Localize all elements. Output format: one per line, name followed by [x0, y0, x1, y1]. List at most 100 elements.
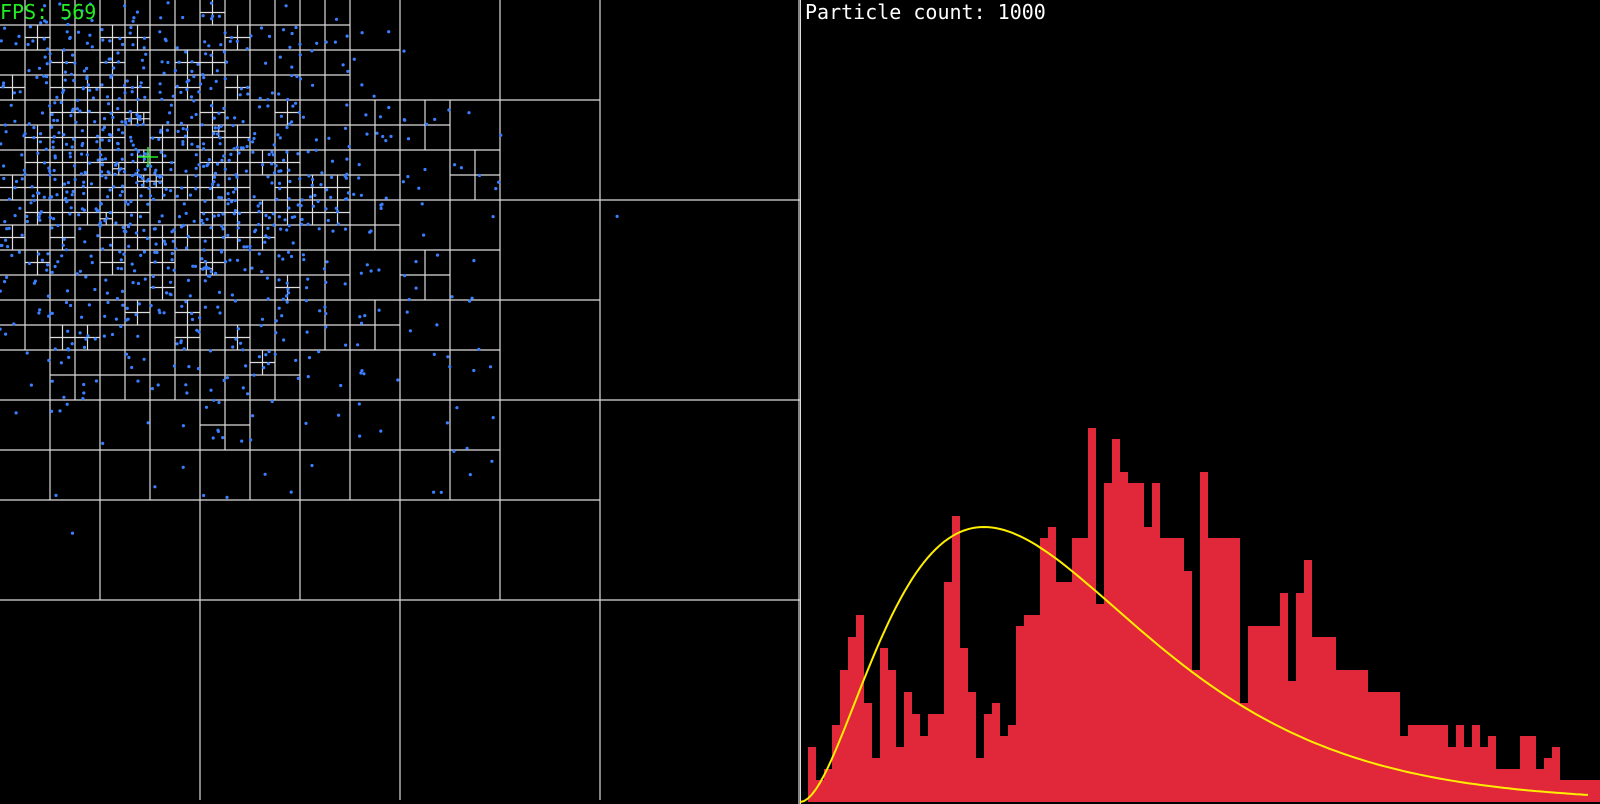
particle: [277, 254, 281, 258]
particle: [32, 281, 37, 285]
particle: [184, 211, 188, 215]
particle: [345, 157, 349, 161]
particle: [142, 157, 146, 161]
particle: [0, 243, 3, 248]
particle: [95, 140, 99, 144]
particle: [100, 28, 104, 32]
particle: [71, 189, 75, 194]
particle: [168, 111, 172, 115]
particle: [105, 216, 109, 220]
histogram-bar: [1120, 472, 1128, 802]
particle: [272, 171, 277, 175]
particle: [0, 327, 2, 331]
particle: [231, 123, 235, 128]
particle: [259, 26, 264, 30]
particle: [423, 167, 427, 172]
particle: [182, 347, 186, 351]
particle: [296, 376, 300, 380]
particle-count-label: Particle count: 1000: [805, 0, 1046, 24]
particle: [169, 280, 173, 284]
particle: [286, 287, 290, 291]
particle: [134, 231, 139, 235]
particle: [277, 306, 281, 310]
particle: [135, 10, 139, 14]
histogram-bar: [1528, 736, 1536, 802]
particle: [82, 191, 86, 196]
particle: [77, 213, 81, 217]
particle: [81, 87, 85, 91]
particle: [197, 90, 201, 94]
histogram-bar: [1048, 527, 1056, 802]
particle: [100, 158, 104, 162]
histogram-bar: [976, 758, 984, 802]
particle: [253, 230, 257, 234]
particle: [121, 303, 125, 307]
particle: [62, 133, 66, 137]
particle: [329, 195, 333, 199]
particle: [120, 190, 124, 194]
histogram-bar: [1368, 692, 1376, 802]
particle: [7, 197, 11, 201]
particle: [295, 74, 299, 79]
particle: [70, 145, 74, 149]
particle: [220, 158, 224, 162]
particle: [170, 251, 174, 256]
particle: [87, 109, 91, 113]
particle: [298, 53, 302, 57]
particle: [264, 61, 268, 65]
particle: [82, 180, 86, 184]
particle: [32, 136, 36, 140]
particle: [13, 186, 17, 190]
particle: [88, 88, 92, 92]
particle: [84, 337, 88, 341]
particle: [216, 183, 220, 187]
particle: [157, 308, 161, 312]
particle: [119, 324, 123, 329]
particle: [317, 227, 321, 231]
particle: [116, 107, 120, 111]
particle: [336, 222, 340, 226]
particle: [170, 258, 174, 262]
particle: [368, 230, 372, 234]
particle: [270, 181, 274, 185]
particle: [166, 266, 170, 270]
particle: [227, 177, 231, 181]
particle: [43, 161, 47, 165]
histogram-bar: [1584, 780, 1592, 802]
particle: [248, 248, 252, 252]
particle: [65, 190, 69, 194]
particle: [68, 212, 72, 216]
particle: [158, 175, 162, 179]
particle: [154, 242, 158, 246]
particle: [218, 311, 222, 315]
particle: [294, 25, 298, 30]
particle: [248, 244, 252, 248]
particle: [343, 126, 348, 130]
histogram-bar: [1000, 736, 1008, 802]
particle: [49, 409, 54, 413]
histogram-bar: [944, 582, 952, 802]
particle: [130, 365, 134, 370]
particle: [100, 138, 104, 142]
quadtree-simulation-panel[interactable]: [0, 0, 800, 804]
particle: [52, 118, 56, 122]
particle: [236, 226, 240, 230]
particle: [432, 352, 436, 356]
particle: [124, 230, 128, 234]
particle: [131, 19, 135, 23]
particle: [174, 247, 178, 251]
particle: [129, 139, 133, 143]
particle: [324, 325, 328, 329]
particle: [261, 163, 265, 167]
particle: [246, 85, 250, 89]
particle: [258, 201, 262, 205]
particle: [172, 268, 176, 272]
particle: [202, 147, 206, 151]
particle: [175, 46, 179, 50]
quadtree-canvas[interactable]: [0, 0, 800, 804]
particle: [165, 128, 169, 132]
particle: [147, 186, 151, 190]
particle: [59, 361, 64, 365]
particle: [358, 315, 362, 319]
particle: [102, 125, 107, 129]
